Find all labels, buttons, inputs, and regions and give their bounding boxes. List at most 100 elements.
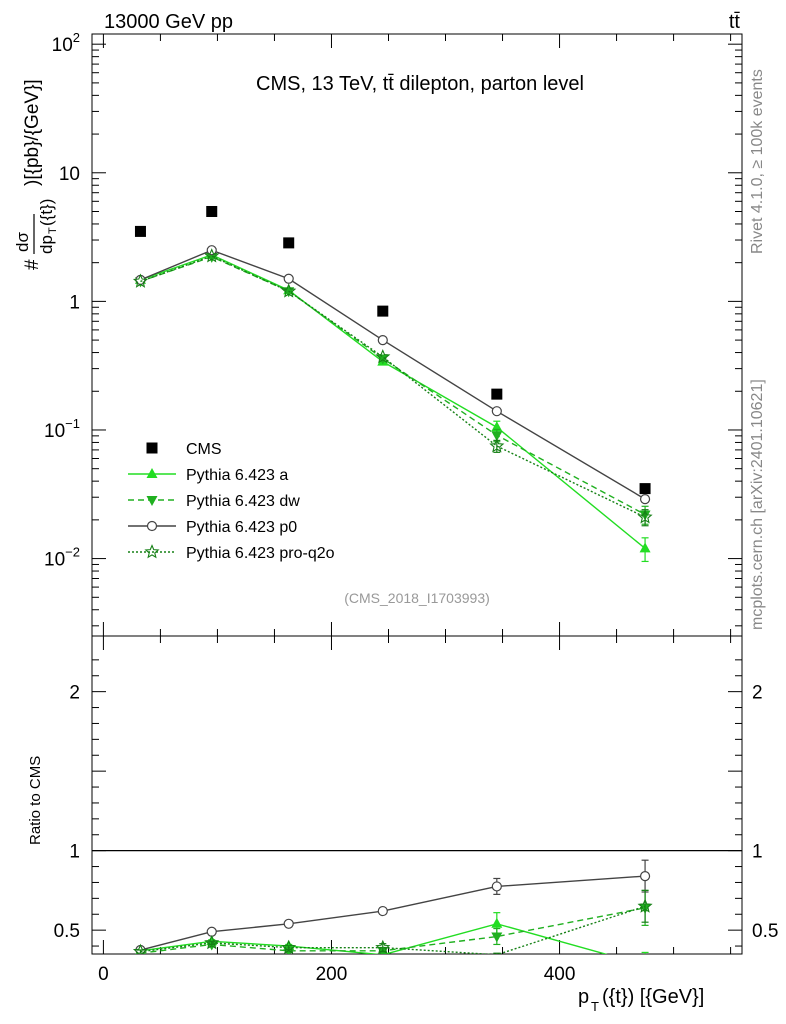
- x-tick-label: 200: [316, 964, 348, 985]
- y-tick-label: 102: [52, 30, 80, 56]
- ratio-axis-ticks: [92, 636, 742, 954]
- series-line: [140, 923, 608, 954]
- y-tick-label: 10−2: [44, 545, 80, 571]
- analysis-id-label: (CMS_2018_I1703993): [344, 590, 490, 606]
- data-point: [132, 273, 149, 288]
- legend-marker: [146, 468, 158, 478]
- series-line: [140, 255, 646, 518]
- ratio-y-tick-label-right: 0.5: [752, 921, 778, 942]
- main-axis-ticks: [92, 34, 742, 636]
- data-point: [491, 917, 503, 928]
- data-point: [375, 348, 391, 364]
- legend: CMS Pythia 6.423 a Pythia 6.423 dw Pythia 6…: [128, 441, 335, 562]
- process-label: tt̄: [729, 11, 741, 33]
- data-point: [206, 252, 218, 263]
- legend-item: Pythia 6.423 a: [128, 467, 288, 484]
- legend-label: Pythia 6.423 dw: [186, 493, 300, 510]
- series-pythia-6-423-pro-q2o: [132, 889, 653, 954]
- main-panel: 10−2 10−1 1 10 102 CMS, 13 TeV, tt̄ dilepton…: [13, 30, 743, 637]
- legend-item: Pythia 6.423 pro-q2o: [128, 544, 335, 562]
- cms-data-point: [206, 205, 218, 217]
- cms-data-point: [639, 483, 651, 495]
- ratio-y-tick-label: 0.5: [54, 921, 80, 942]
- ratio-panel: 0.5 0.5 1 1 2 2 Ratio to CMS: [27, 635, 779, 955]
- data-point: [491, 881, 502, 892]
- legend-label: Pythia 6.423 pro-q2o: [186, 545, 335, 562]
- data-point: [639, 542, 651, 553]
- legend-item: Pythia 6.423 dw: [128, 493, 300, 510]
- legend-marker: [146, 520, 158, 532]
- x-tick-label: 0: [98, 964, 109, 985]
- data-point: [283, 273, 294, 284]
- data-point: [491, 421, 503, 432]
- ratio-y-axis-label: Ratio to CMS: [27, 756, 44, 845]
- data-point: [377, 334, 388, 346]
- cms-data-point: [283, 237, 295, 249]
- series-pythia-6-423-p0: [135, 859, 651, 954]
- rivet-version-label: Rivet 4.1.0, ≥ 100k events: [749, 69, 766, 254]
- y-tick-label: 10−1: [44, 416, 80, 442]
- legend-item: CMS: [146, 441, 222, 458]
- data-point: [491, 406, 502, 417]
- cms-data-point: [377, 305, 389, 317]
- cms-data-point: [491, 388, 503, 400]
- ratio-y-tick-label-right: 1: [752, 842, 763, 863]
- main-series-layer: [132, 205, 653, 563]
- cms-data-point: [134, 225, 146, 237]
- svg-text:p: p: [578, 986, 589, 1008]
- legend-marker: [146, 496, 158, 506]
- main-y-tick-labels: 10−2 10−1 1 10 102: [44, 30, 80, 570]
- ratio-series-layer: [132, 859, 653, 954]
- legend-label: Pythia 6.423 p0: [186, 519, 297, 536]
- data-point: [637, 898, 653, 913]
- svg-text:T: T: [591, 999, 599, 1014]
- series-pythia-6-423-a: [134, 248, 651, 563]
- svg-text:dσ: dσ: [13, 232, 32, 252]
- series-line: [140, 907, 646, 954]
- series-pythia-6-423-p0: [135, 245, 651, 505]
- x-axis-label: p T ({t}) [{GeV}]: [578, 986, 704, 1014]
- series-line: [140, 256, 646, 516]
- svg-text:dp: dp: [37, 235, 56, 254]
- series-line: [140, 249, 646, 500]
- ratio-y-tick-label-right: 2: [752, 683, 763, 704]
- ratio-y-tick-label: 1: [69, 842, 80, 863]
- legend-label: Pythia 6.423 a: [186, 467, 288, 484]
- legend-marker: [146, 442, 158, 454]
- legend-marker: [144, 544, 160, 559]
- data-point: [377, 905, 388, 917]
- data-point: [491, 431, 503, 442]
- data-point: [281, 939, 297, 954]
- series-cms: [134, 205, 651, 495]
- series-line: [140, 875, 646, 951]
- svg-text:T: T: [47, 227, 59, 234]
- y-tick-label: 10: [59, 164, 80, 185]
- svg-text:({t}) [{GeV}]: ({t}) [{GeV}]: [602, 986, 704, 1008]
- legend-item: Pythia 6.423 p0: [128, 519, 297, 536]
- svg-text:#: #: [22, 259, 43, 270]
- data-point: [204, 934, 220, 950]
- ratio-plot-frame: [91, 635, 743, 955]
- series-line: [140, 254, 646, 549]
- main-y-axis-label: # dσ dp T ({t}) )[{pb}/{GeV}]: [13, 79, 59, 270]
- ratio-y-tick-labels: 0.5 0.5 1 1 2 2: [54, 683, 779, 943]
- data-point: [132, 943, 149, 954]
- svg-text:({t}): ({t}): [37, 199, 56, 226]
- data-point: [375, 939, 391, 954]
- main-title: CMS, 13 TeV, tt̄ dilepton, parton level: [256, 73, 584, 95]
- data-point: [283, 918, 294, 929]
- data-point: [204, 248, 220, 263]
- source-label: mcplots.cern.ch [arXiv:2401.10621]: [749, 379, 766, 630]
- series-pythia-6-423-pro-q2o: [132, 248, 653, 527]
- data-point: [206, 926, 217, 937]
- data-point: [639, 494, 651, 505]
- data-point: [637, 509, 653, 524]
- energy-label: 13000 GeV pp: [104, 11, 233, 33]
- svg-text:)[{pb}/{GeV}]: )[{pb}/{GeV}]: [22, 79, 43, 186]
- data-point: [281, 283, 297, 298]
- x-tick-labels: 0 200 400: [98, 964, 575, 985]
- data-point: [491, 932, 503, 943]
- y-tick-label: 1: [69, 292, 80, 313]
- data-point: [489, 438, 505, 453]
